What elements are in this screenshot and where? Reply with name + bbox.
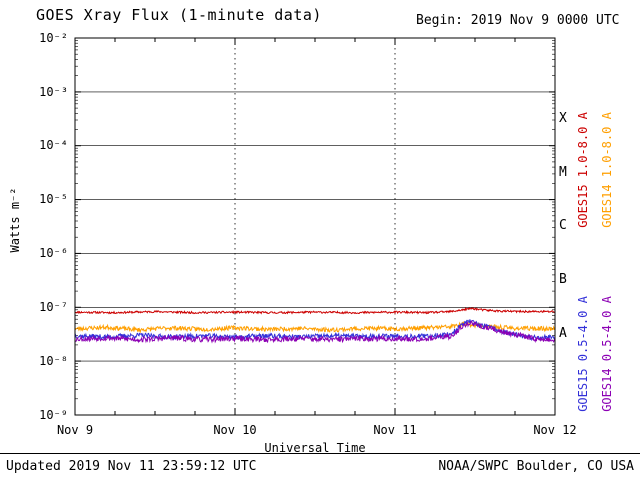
flare-class-label: X: [559, 111, 567, 126]
legend-goes15-long: GOES15 1.0-8.0 A: [576, 112, 590, 228]
flare-class-label: M: [559, 165, 567, 180]
y-tick-label: 10⁻⁵: [39, 192, 68, 206]
y-tick-label: 10⁻⁸: [39, 354, 68, 368]
x-axis-label: Universal Time: [264, 441, 366, 455]
flare-class-label: B: [559, 272, 567, 287]
footer-updated: Updated 2019 Nov 11 23:59:12 UTC: [6, 459, 257, 474]
y-tick-label: 10⁻⁷: [39, 300, 68, 314]
y-tick-label: 10⁻³: [39, 85, 68, 99]
x-tick-label: Nov 10: [213, 423, 257, 437]
y-tick-label: 10⁻²: [39, 31, 68, 45]
x-tick-label: Nov 12: [533, 423, 577, 437]
footer-divider: [0, 453, 640, 454]
y-tick-label: 10⁻⁹: [39, 408, 68, 422]
footer-credit: NOAA/SWPC Boulder, CO USA: [438, 459, 634, 474]
x-tick-label: Nov 11: [373, 423, 417, 437]
legend-goes15-short: GOES15 0.5-4.0 A: [576, 296, 590, 412]
legend-goes14-long: GOES14 1.0-8.0 A: [600, 112, 614, 228]
begin-label: Begin: 2019 Nov 9 0000 UTC: [416, 13, 620, 28]
chart-title: GOES Xray Flux (1-minute data): [36, 6, 322, 24]
y-tick-label: 10⁻⁴: [39, 138, 68, 152]
flare-class-label: A: [559, 326, 567, 341]
x-tick-label: Nov 9: [56, 423, 94, 437]
y-tick-label: 10⁻⁶: [39, 246, 68, 260]
flare-class-label: C: [559, 218, 567, 233]
legend-goes14-short: GOES14 0.5-4.0 A: [600, 296, 614, 412]
